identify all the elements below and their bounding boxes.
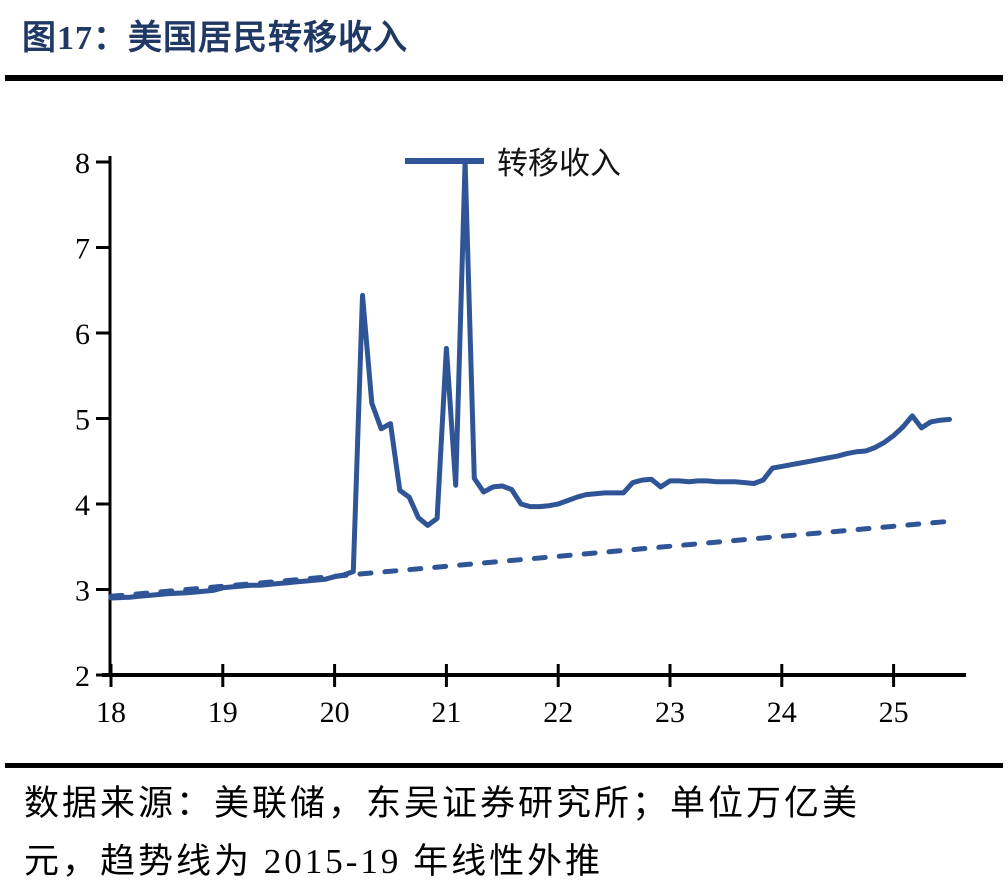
x-tick-label: 18 — [96, 696, 126, 729]
legend-line-swatch — [405, 157, 484, 164]
series-transfer-income — [108, 159, 952, 601]
source-note-line-1: 数据来源：美联储，东吴证券研究所；单位万亿美 — [24, 784, 861, 823]
x-tick-label: 22 — [543, 696, 573, 729]
legend-transfer-income: 转移收入 — [405, 138, 621, 183]
series-trend-line — [108, 518, 955, 599]
x-tick-label: 23 — [655, 696, 685, 729]
y-tick-label: 8 — [75, 147, 90, 180]
x-tick-label: 25 — [879, 696, 909, 729]
x-tick-label: 19 — [208, 696, 238, 729]
x-tick-label: 21 — [431, 696, 461, 729]
y-tick-label: 6 — [75, 318, 90, 351]
y-tick-label: 4 — [75, 489, 90, 522]
title-rule — [5, 75, 1003, 81]
source-note-line-2: 元，趋势线为 2015-19 年线性外推 — [24, 842, 604, 881]
y-tick-label: 3 — [75, 575, 90, 608]
source-note: 数据来源：美联储，东吴证券研究所；单位万亿美 元，趋势线为 2015-19 年线… — [24, 778, 984, 888]
legend-label: 转移收入 — [497, 146, 621, 181]
x-tick-label: 24 — [767, 696, 797, 729]
figure-title: 图17：美国居民转移收入 — [22, 20, 408, 57]
x-tick-label: 20 — [320, 696, 350, 729]
y-tick-label: 5 — [75, 404, 90, 437]
y-tick-label: 7 — [75, 233, 90, 266]
y-tick-label: 2 — [75, 660, 90, 693]
footer-rule — [5, 763, 1003, 768]
